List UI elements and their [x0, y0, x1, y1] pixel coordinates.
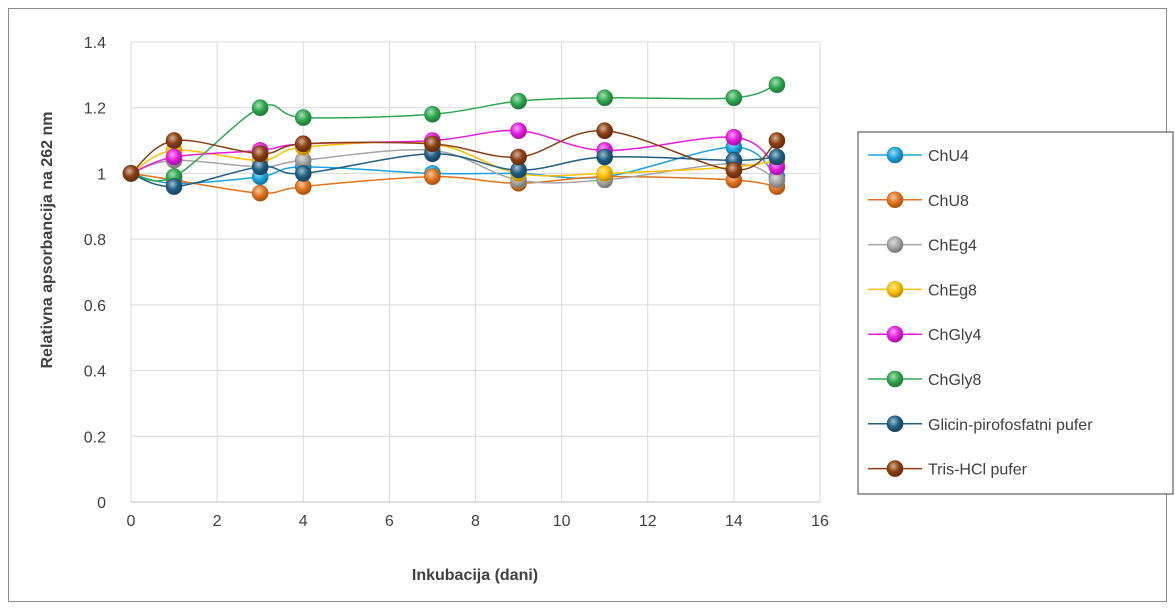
- data-point: [596, 89, 613, 107]
- legend-marker: [886, 370, 904, 388]
- series-line: [130, 129, 778, 175]
- data-point: [510, 122, 527, 140]
- legend: ChU4 ChU8 ChEg4 ChEg8 ChGly4 ChGly8 Glicin-pir…: [857, 131, 1174, 495]
- data-point: [251, 99, 269, 117]
- y-tick-label: 0: [97, 495, 106, 512]
- data-point: [725, 161, 743, 179]
- data-point: [165, 132, 183, 149]
- data-point: [424, 105, 441, 123]
- data-point: [294, 165, 312, 182]
- legend-marker: [886, 281, 904, 298]
- legend-label: Tris-HCl pufer: [928, 462, 1028, 479]
- x-tick-label: 2: [213, 513, 222, 530]
- data-point: [251, 184, 269, 202]
- legend-box: [857, 131, 1174, 495]
- x-tick-label: 12: [639, 513, 657, 530]
- legend-label: Glicin-pirofosfatni pufer: [928, 417, 1093, 434]
- legend-item: ChGly4: [868, 325, 981, 344]
- x-tick-label: 8: [471, 513, 480, 530]
- data-point: [424, 168, 441, 186]
- y-tick-label: 0.2: [84, 429, 106, 446]
- data-point: [768, 76, 786, 94]
- data-point: [596, 148, 613, 166]
- y-tick-label: 1: [97, 166, 106, 183]
- y-tick-label: 1.2: [84, 101, 106, 118]
- legend-label: ChGly4: [928, 327, 981, 344]
- x-axis-title: Inkubacija (dani): [412, 567, 538, 584]
- data-point: [510, 148, 527, 166]
- legend-item: ChGly8: [868, 370, 981, 389]
- gridlines: [130, 41, 821, 503]
- legend-marker: [886, 325, 904, 343]
- legend-item: ChU8: [868, 191, 969, 210]
- data-point: [251, 145, 269, 163]
- legend-marker: [886, 191, 904, 209]
- legend-item: Glicin-pirofosfatni pufer: [868, 415, 1093, 434]
- legend-marker: [886, 146, 904, 164]
- legend-label: ChU8: [928, 193, 969, 210]
- y-axis-title: Relativna apsorbancija na 262 nm: [39, 112, 56, 369]
- y-tick-label: 1.4: [84, 35, 106, 52]
- x-tick-label: 0: [127, 513, 136, 530]
- legend-marker: [886, 415, 904, 433]
- data-point: [725, 89, 743, 107]
- series-line: [130, 83, 778, 182]
- legend-label: ChEg8: [928, 282, 977, 299]
- series-lines: [122, 76, 786, 202]
- legend-marker: [886, 460, 904, 477]
- legend-item: ChU4: [868, 146, 969, 165]
- legend-item: Tris-HCl pufer: [868, 460, 1028, 479]
- legend-item: ChEg8: [868, 281, 977, 299]
- y-tick-label: 0.8: [84, 232, 106, 249]
- data-point: [596, 122, 613, 140]
- y-tick-label: 0.6: [84, 298, 106, 315]
- data-point: [122, 165, 140, 182]
- x-tick-label: 6: [385, 513, 394, 530]
- data-point: [725, 128, 743, 146]
- data-point: [424, 135, 441, 153]
- data-point: [294, 135, 312, 153]
- data-point: [294, 109, 312, 126]
- y-tick-label: 0.4: [84, 364, 106, 381]
- legend-label: ChU4: [928, 148, 969, 165]
- legend-label: ChEg4: [928, 238, 977, 255]
- series-chgly4: [122, 122, 786, 182]
- x-tick-label: 16: [811, 513, 829, 530]
- legend-label: ChGly8: [928, 372, 981, 389]
- x-tick-label: 10: [553, 513, 571, 530]
- data-point: [768, 148, 786, 166]
- series-line: [130, 172, 778, 195]
- legend-item: ChEg4: [868, 236, 977, 255]
- data-point: [768, 132, 786, 149]
- data-point: [596, 165, 613, 182]
- legend-marker: [886, 236, 904, 253]
- y-tick-labels: 0 0.2 0.4 0.6 0.8 1 1.2 1.4: [84, 35, 106, 512]
- series-chu8: [122, 165, 786, 202]
- data-point: [165, 148, 183, 166]
- x-tick-label: 4: [299, 513, 308, 530]
- x-tick-label: 14: [725, 513, 743, 530]
- series-tris-hcl-pufer: [122, 122, 786, 182]
- x-tick-labels: 0 2 4 6 8 10 12 14 16: [127, 513, 829, 530]
- data-point: [510, 92, 527, 110]
- data-point: [165, 178, 183, 195]
